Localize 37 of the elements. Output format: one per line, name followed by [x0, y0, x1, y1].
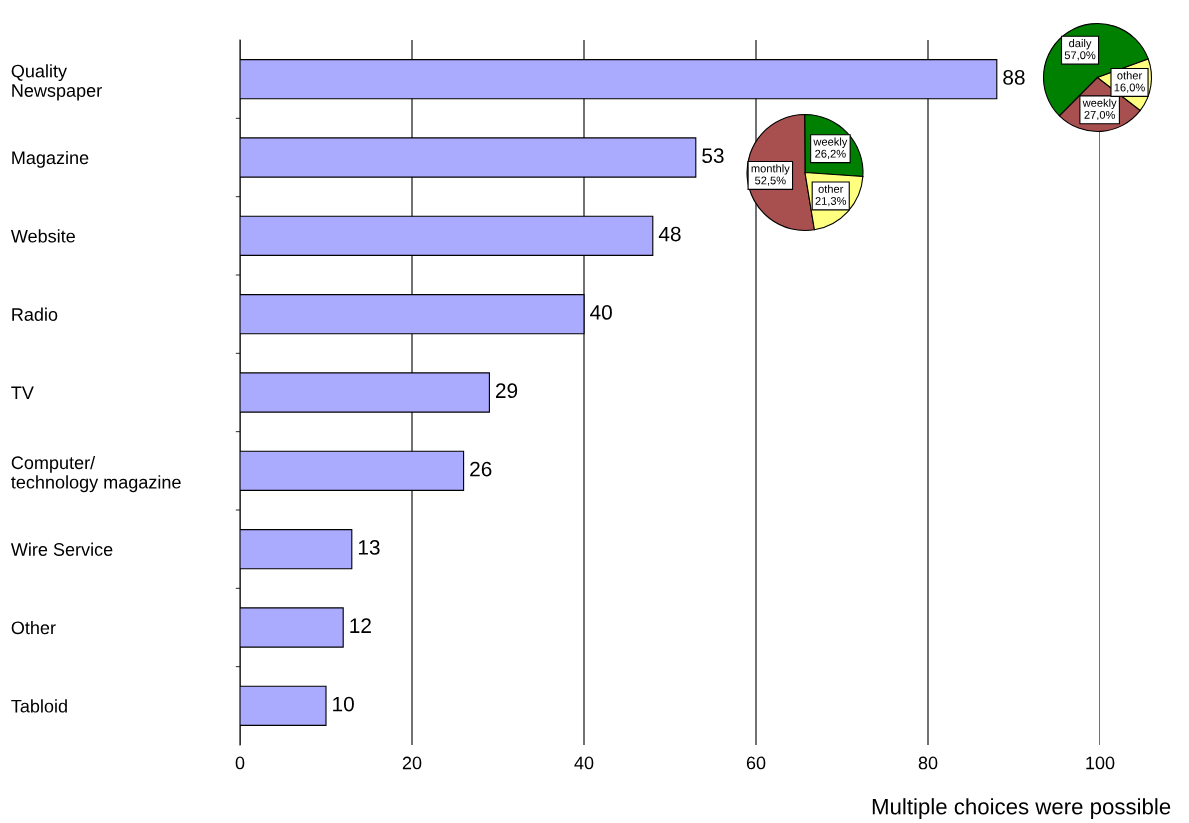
data-label: 21,3%: [815, 197, 847, 207]
data-label: 52,5%: [755, 176, 786, 186]
data-label: 10: [333, 696, 354, 712]
y-tick-label: Tabloid: [11, 699, 67, 713]
y-tick-label: Computer/ technology magazine: [11, 455, 181, 493]
y-tick-label: Magazine: [12, 150, 89, 168]
data-label: 27,0%: [1084, 110, 1116, 121]
slice-label: monthly: [751, 164, 790, 175]
x-tick-label: 20: [402, 756, 422, 770]
y-tick-label: Quality Newspaper: [11, 64, 102, 101]
data-label: 29: [496, 383, 518, 399]
data-label: 13: [358, 540, 380, 555]
data-label: 26: [470, 461, 492, 477]
x-tick-label: 60: [746, 756, 766, 770]
y-tick-label: TV: [11, 386, 34, 400]
y-tick-label: Other: [11, 620, 56, 635]
data-label: 48: [658, 226, 681, 242]
x-tick-label: 80: [918, 756, 938, 770]
data-label: 88: [1003, 70, 1025, 85]
slice-label: daily: [1069, 39, 1092, 50]
slice-label: other: [818, 184, 844, 193]
data-label: 26,2%: [815, 149, 846, 159]
slice-label: other: [1117, 71, 1142, 80]
x-tick-label: 40: [574, 756, 594, 770]
data-label: 40: [590, 305, 612, 320]
data-label: 57,0%: [1064, 51, 1096, 61]
data-label: 16,0%: [1114, 83, 1145, 93]
y-tick-label: Website: [10, 229, 75, 243]
x-tick-label: 0: [235, 756, 245, 770]
slice-label: weekly: [1082, 98, 1117, 110]
slice-label: weekly: [813, 137, 848, 148]
data-label: 53: [702, 148, 724, 164]
x-tick-label: 100: [1086, 756, 1115, 770]
y-tick-label: Radio: [12, 307, 58, 321]
y-tick-label: Wire Service: [10, 542, 113, 556]
text: Multiple choices were possible: [872, 798, 1171, 819]
data-label: 12: [350, 618, 371, 633]
